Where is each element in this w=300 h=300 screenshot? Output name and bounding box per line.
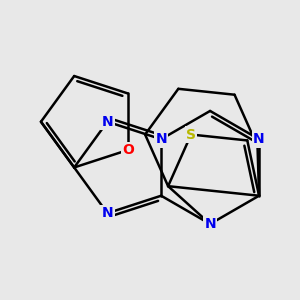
- Text: N: N: [253, 132, 265, 146]
- Text: S: S: [186, 128, 196, 142]
- Text: N: N: [204, 217, 216, 231]
- Text: N: N: [102, 115, 113, 129]
- Text: N: N: [102, 206, 113, 220]
- Text: O: O: [122, 143, 134, 157]
- Text: N: N: [155, 132, 167, 146]
